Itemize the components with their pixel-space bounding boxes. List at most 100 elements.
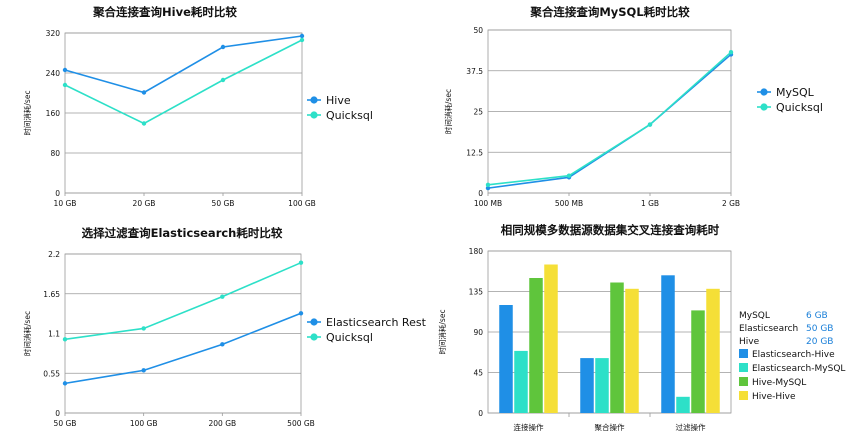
legend-marker bbox=[310, 318, 318, 326]
x-tick-label: 100 GB bbox=[130, 419, 158, 428]
bar bbox=[514, 350, 528, 413]
legend-swatch bbox=[739, 349, 748, 358]
info-value: 6 GB bbox=[806, 311, 828, 321]
data-point bbox=[220, 294, 225, 299]
data-point bbox=[62, 337, 68, 342]
bar bbox=[625, 288, 639, 413]
y-tick-label: 1.1 bbox=[48, 330, 60, 339]
legend-marker bbox=[760, 88, 768, 96]
data-point bbox=[220, 44, 226, 50]
bar bbox=[610, 282, 624, 413]
y-tick-label: 90 bbox=[473, 328, 483, 337]
legend-marker bbox=[760, 103, 768, 111]
y-tick-label: 240 bbox=[46, 69, 61, 78]
x-tick-label: 100 GB bbox=[288, 199, 316, 208]
x-tick-label: 20 GB bbox=[133, 199, 156, 208]
bar bbox=[661, 275, 675, 413]
data-point bbox=[141, 326, 146, 331]
series-line-quicksql bbox=[64, 261, 302, 341]
bar bbox=[676, 396, 690, 413]
data-point bbox=[485, 185, 491, 191]
data-point bbox=[298, 311, 304, 316]
y-tick-label: 2.2 bbox=[48, 250, 60, 259]
series-line-quicksql bbox=[487, 51, 732, 186]
series-line-hive bbox=[64, 35, 303, 94]
data-point bbox=[728, 49, 734, 55]
y-tick-label: 0 bbox=[55, 189, 60, 198]
x-tick-label: 10 GB bbox=[54, 199, 77, 208]
y-tick-label: 0.55 bbox=[43, 369, 60, 378]
legend-label: Hive-Hive bbox=[752, 392, 796, 402]
legend-label: Quicksql bbox=[326, 331, 373, 344]
y-tick-label: 25 bbox=[473, 108, 483, 117]
bar bbox=[544, 264, 558, 413]
y-tick-label: 0 bbox=[478, 189, 483, 198]
legend-label: Elasticsearch-MySQL bbox=[752, 364, 845, 374]
bar bbox=[499, 305, 513, 413]
chart-title: 选择过滤查询Elasticsearch耗时比较 bbox=[82, 226, 283, 240]
x-category-label: 聚合操作 bbox=[595, 422, 625, 432]
legend-marker bbox=[310, 333, 318, 341]
legend-label: MySQL bbox=[776, 86, 815, 99]
data-point bbox=[298, 260, 304, 265]
y-tick-label: 180 bbox=[469, 247, 484, 256]
x-tick-label: 500 MB bbox=[555, 199, 583, 208]
y-tick-label: 12.5 bbox=[466, 148, 483, 157]
y-tick-label: 1.65 bbox=[43, 290, 60, 299]
plot-frame bbox=[64, 32, 303, 194]
y-axis-label: 时间消耗/sec bbox=[437, 309, 447, 354]
info-value: 50 GB bbox=[806, 324, 833, 334]
y-tick-label: 160 bbox=[46, 109, 61, 118]
info-value: 20 GB bbox=[806, 337, 833, 347]
plot-frame bbox=[64, 253, 302, 414]
bar bbox=[706, 288, 720, 413]
bar bbox=[529, 278, 543, 413]
plot-frame bbox=[487, 29, 732, 194]
y-axis-label: 时间消耗/sec bbox=[443, 89, 453, 134]
chart-title: 相同规模多数据源数据集交叉连接查询耗时 bbox=[501, 223, 720, 237]
y-tick-label: 50 bbox=[473, 26, 483, 35]
bar bbox=[580, 358, 594, 413]
x-tick-label: 2 GB bbox=[722, 199, 740, 208]
legend-swatch bbox=[739, 391, 748, 400]
series-line-elasticsearch-rest bbox=[64, 312, 302, 385]
data-point bbox=[141, 368, 146, 373]
data-point bbox=[141, 121, 147, 126]
legend-label: Elasticsearch Rest bbox=[326, 316, 427, 329]
x-category-label: 过滤操作 bbox=[676, 422, 706, 432]
y-tick-label: 0 bbox=[55, 409, 60, 418]
chart-title: 聚合连接查询MySQL耗时比较 bbox=[529, 5, 690, 19]
y-axis-label: 时间消耗/sec bbox=[22, 311, 32, 356]
info-label: Hive bbox=[739, 337, 760, 347]
legend-swatch bbox=[739, 363, 748, 372]
legend-label: Quicksql bbox=[776, 101, 823, 114]
y-tick-label: 135 bbox=[469, 288, 484, 297]
data-point bbox=[485, 182, 491, 188]
x-tick-label: 100 MB bbox=[474, 199, 502, 208]
x-tick-label: 50 GB bbox=[212, 199, 235, 208]
y-tick-label: 320 bbox=[46, 29, 61, 38]
bar bbox=[595, 358, 609, 413]
y-axis-label: 时间消耗/sec bbox=[22, 90, 32, 135]
series-line-mysql bbox=[487, 53, 732, 189]
legend-marker bbox=[310, 111, 318, 119]
x-tick-label: 200 GB bbox=[209, 419, 237, 428]
data-point bbox=[299, 33, 305, 39]
y-tick-label: 45 bbox=[473, 369, 483, 378]
x-tick-label: 50 GB bbox=[54, 419, 77, 428]
series-line-quicksql bbox=[64, 39, 303, 125]
data-point bbox=[220, 77, 226, 83]
legend-swatch bbox=[739, 377, 748, 386]
legend-label: Elasticsearch-Hive bbox=[752, 350, 835, 360]
bar bbox=[691, 310, 705, 413]
data-point bbox=[62, 67, 68, 73]
data-point bbox=[566, 173, 572, 178]
data-point bbox=[220, 342, 225, 347]
data-point bbox=[141, 90, 147, 95]
data-point bbox=[62, 381, 68, 386]
